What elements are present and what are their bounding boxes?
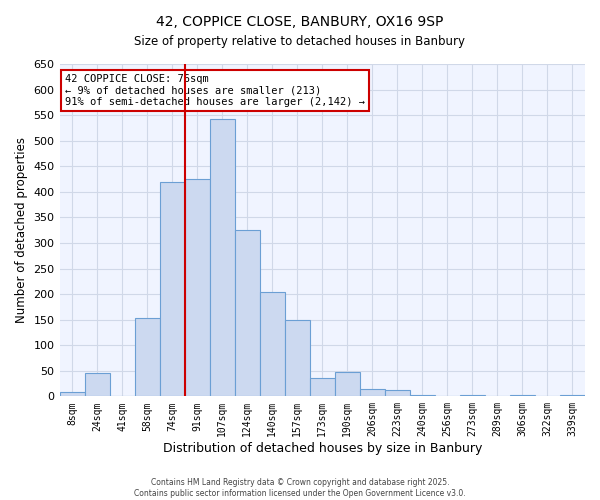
Bar xyxy=(510,395,535,396)
Text: Contains HM Land Registry data © Crown copyright and database right 2025.
Contai: Contains HM Land Registry data © Crown c… xyxy=(134,478,466,498)
Bar xyxy=(185,179,209,396)
Bar xyxy=(285,320,310,396)
Y-axis label: Number of detached properties: Number of detached properties xyxy=(15,137,28,323)
Bar xyxy=(360,388,385,396)
X-axis label: Distribution of detached houses by size in Banbury: Distribution of detached houses by size … xyxy=(163,442,482,455)
Bar xyxy=(260,292,285,397)
Bar xyxy=(310,378,335,396)
Bar xyxy=(235,230,260,396)
Bar xyxy=(134,318,160,396)
Text: Size of property relative to detached houses in Banbury: Size of property relative to detached ho… xyxy=(134,35,466,48)
Bar xyxy=(560,395,585,396)
Bar xyxy=(460,395,485,396)
Bar xyxy=(410,395,435,396)
Text: 42, COPPICE CLOSE, BANBURY, OX16 9SP: 42, COPPICE CLOSE, BANBURY, OX16 9SP xyxy=(157,15,443,29)
Bar xyxy=(59,392,85,396)
Bar xyxy=(160,182,185,396)
Bar xyxy=(335,372,360,396)
Text: 42 COPPICE CLOSE: 76sqm
← 9% of detached houses are smaller (213)
91% of semi-de: 42 COPPICE CLOSE: 76sqm ← 9% of detached… xyxy=(65,74,365,107)
Bar xyxy=(385,390,410,396)
Bar xyxy=(209,118,235,396)
Bar xyxy=(85,374,110,396)
